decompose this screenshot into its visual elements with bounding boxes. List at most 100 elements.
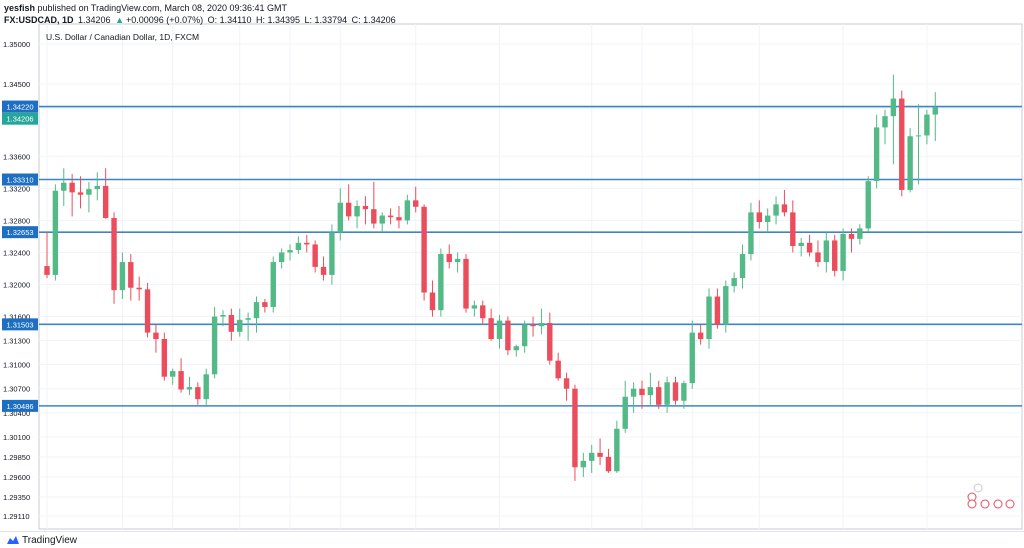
candle-body [513, 346, 519, 351]
candle-body [195, 387, 201, 400]
toolbar-badges[interactable] [967, 483, 1015, 509]
y-tick-label: 1.33200 [3, 184, 30, 193]
candle-body [421, 206, 427, 293]
candle-down [362, 196, 369, 225]
candle-body [337, 202, 343, 233]
candle-body [656, 387, 662, 405]
candle-body [488, 318, 494, 340]
candle-body [94, 185, 100, 190]
candle-body [589, 452, 595, 461]
candle-body [731, 278, 737, 287]
candle-body [170, 371, 176, 377]
candle-up [94, 172, 100, 201]
candle-down [44, 232, 50, 279]
publisher-name[interactable]: yesfish [4, 3, 36, 13]
candle-up [622, 380, 628, 433]
candle-up [890, 74, 897, 165]
candle-up [773, 196, 779, 225]
candle-down [111, 212, 117, 304]
candle-up [681, 380, 687, 409]
candle-down [639, 380, 645, 409]
candle-down [304, 234, 310, 253]
candle-up [278, 248, 285, 269]
candle-body [203, 374, 209, 400]
candle-body [136, 287, 142, 290]
candle-body [681, 383, 687, 401]
candle-body [220, 314, 226, 317]
candle-body [253, 302, 260, 319]
candle-up [354, 200, 360, 229]
candle-down [806, 234, 813, 257]
candle-down [463, 254, 469, 313]
candle-body [639, 388, 645, 396]
flag-icon[interactable] [993, 499, 1003, 509]
candle-up [647, 372, 654, 405]
candle-body [496, 320, 503, 340]
candle-up [211, 306, 218, 379]
candle-down [697, 324, 704, 345]
publisher-rest: published on TradingView.com, March 08, … [35, 3, 288, 13]
candle-up [764, 208, 771, 233]
candle-body [44, 266, 50, 275]
candle-body [178, 371, 184, 390]
candle-body [186, 387, 193, 390]
candle-body [119, 262, 126, 291]
candle-up [170, 368, 176, 385]
candle-up [630, 382, 637, 413]
candle-up [119, 252, 126, 299]
candle-down [128, 254, 134, 301]
footer: TradingView [0, 531, 1024, 548]
y-tick-label: 1.29350 [3, 493, 30, 502]
flag-icon[interactable] [967, 499, 977, 509]
candle-up [748, 202, 754, 261]
plot-area [38, 23, 1023, 530]
y-tick-label: 1.32800 [3, 216, 30, 225]
candle-body [345, 202, 352, 217]
candle-up [438, 248, 444, 317]
candle-down [555, 352, 561, 381]
y-tick-label: 1.35000 [3, 40, 30, 49]
candle-body [848, 234, 855, 239]
candle-up [186, 376, 193, 396]
last-price-label: 1.34206 [6, 115, 33, 124]
tradingview-logo-icon[interactable] [6, 535, 20, 545]
candle-down [563, 372, 570, 401]
candle-up [857, 224, 863, 245]
candle-body [773, 204, 779, 216]
candle-body [597, 452, 603, 457]
candle-body [69, 182, 75, 193]
y-tick-label: 1.29600 [3, 473, 30, 482]
candle-body [555, 360, 561, 379]
candle-down [153, 324, 159, 353]
y-tick-label: 1.33600 [3, 152, 30, 161]
publisher-line: yesfish published on TradingView.com, Ma… [4, 2, 398, 14]
candle-body [262, 302, 268, 307]
candle-body [52, 190, 59, 275]
candle-body [144, 289, 151, 333]
candle-up [723, 280, 729, 333]
symbol[interactable]: FX:USDCAD, 1D [4, 15, 74, 25]
y-tick-label: 1.29110 [3, 512, 30, 521]
flag-icon[interactable] [1005, 499, 1015, 509]
change: +0.00096 (+0.07%) [126, 15, 204, 25]
flag-icon[interactable] [980, 499, 990, 509]
candle-body [304, 242, 310, 245]
level-label: 1.32653 [6, 228, 33, 237]
flag-icon[interactable] [973, 483, 983, 493]
candle-down [446, 244, 452, 269]
candle-up [203, 368, 209, 408]
candle-up [739, 244, 746, 289]
candle-down [832, 234, 838, 277]
candle-body [312, 244, 318, 267]
symbol-line: FX:USDCAD, 1D 1.34206 ▲ +0.00096 (+0.07%)… [4, 14, 398, 26]
candle-body [438, 254, 444, 311]
candle-down [848, 228, 855, 253]
candle-up [237, 308, 243, 337]
footer-brand[interactable]: TradingView [22, 535, 78, 546]
candle-body [471, 305, 478, 309]
candle-body [781, 204, 788, 213]
candle-body [790, 212, 796, 247]
candle-up [706, 288, 712, 349]
y-tick-label: 1.31300 [3, 337, 30, 346]
